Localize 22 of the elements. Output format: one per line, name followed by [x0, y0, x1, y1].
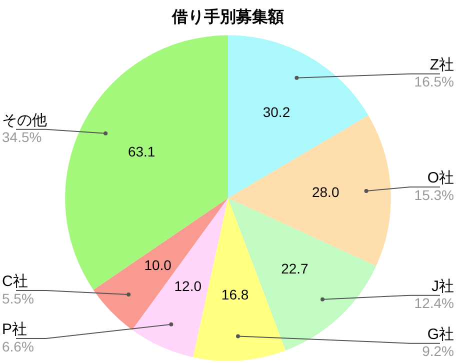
slice-label: Z社 [430, 56, 454, 74]
slice-label: その他 [2, 112, 47, 130]
text: 5.5% [2, 290, 34, 306]
text: 16.5% [414, 74, 454, 90]
text: 12.4% [414, 295, 454, 312]
text: 34.5% [2, 129, 42, 146]
data-label: 10.0 [144, 256, 172, 273]
data-label: 16.8 [221, 286, 249, 302]
text: 6.6% [2, 338, 34, 354]
slice-label: O社 [427, 170, 454, 187]
data-label: 28.0 [312, 184, 340, 200]
slice-label: C社 [2, 273, 28, 290]
slice-label: J社 [432, 278, 454, 295]
text: 9.2% [422, 343, 454, 360]
data-label: 30.2 [262, 104, 290, 120]
text: 15.3% [414, 186, 454, 203]
slice-label: G社 [427, 326, 454, 343]
data-label: 12.0 [174, 278, 202, 294]
data-label: 63.1 [128, 143, 156, 160]
chart-title: 借り手別募集額 [171, 8, 284, 26]
data-label: 22.7 [281, 260, 309, 276]
slice-label: P社 [2, 321, 28, 338]
